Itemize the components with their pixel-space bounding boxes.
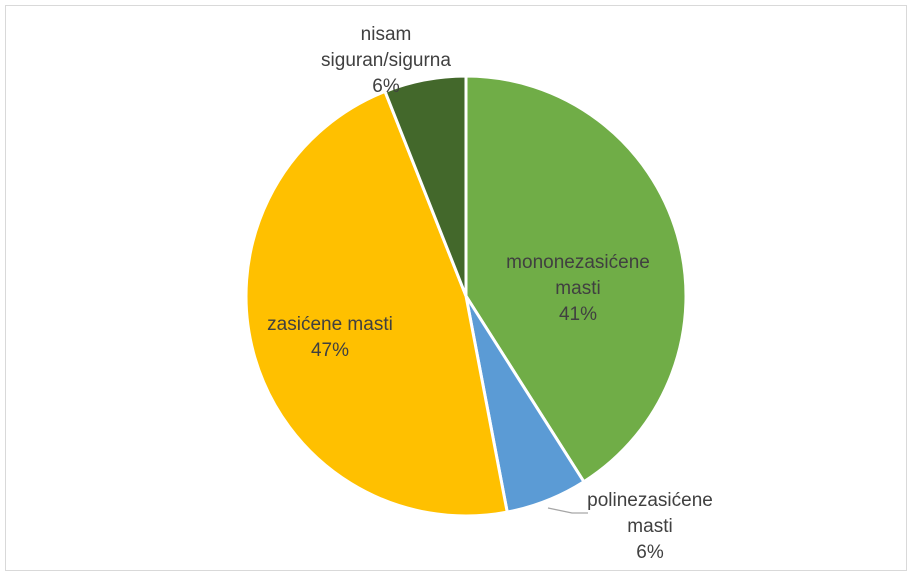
data-label-percent: 6% xyxy=(636,542,664,563)
data-label-3: nisam siguran/sigurna 6% xyxy=(321,24,451,97)
data-label-category: masti xyxy=(627,516,672,537)
data-label-category: masti xyxy=(555,278,600,299)
data-label-percent: 47% xyxy=(311,340,349,361)
pie-slice-3 xyxy=(383,74,468,297)
data-label-category: mononezasićene xyxy=(506,252,650,273)
leader-lines xyxy=(547,507,588,514)
data-label-0: mononezasićene masti 41% xyxy=(506,252,650,325)
data-label-category: zasićene masti xyxy=(267,314,393,335)
data-label-category: polinezasićene xyxy=(587,490,713,511)
data-label-percent: 41% xyxy=(559,304,597,325)
data-label-percent: 6% xyxy=(372,76,400,97)
data-label-2: zasićene masti 47% xyxy=(267,314,393,361)
data-label-1: polinezasićene masti 6% xyxy=(587,490,713,563)
data-label-category: siguran/sigurna xyxy=(321,50,451,71)
leader-line xyxy=(547,507,588,514)
data-labels: mononezasićene masti 41% polinezasićene mast… xyxy=(267,24,713,563)
pie-slice-2 xyxy=(244,89,509,518)
data-label-category: nisam xyxy=(361,24,412,45)
pie-slices xyxy=(244,74,688,518)
